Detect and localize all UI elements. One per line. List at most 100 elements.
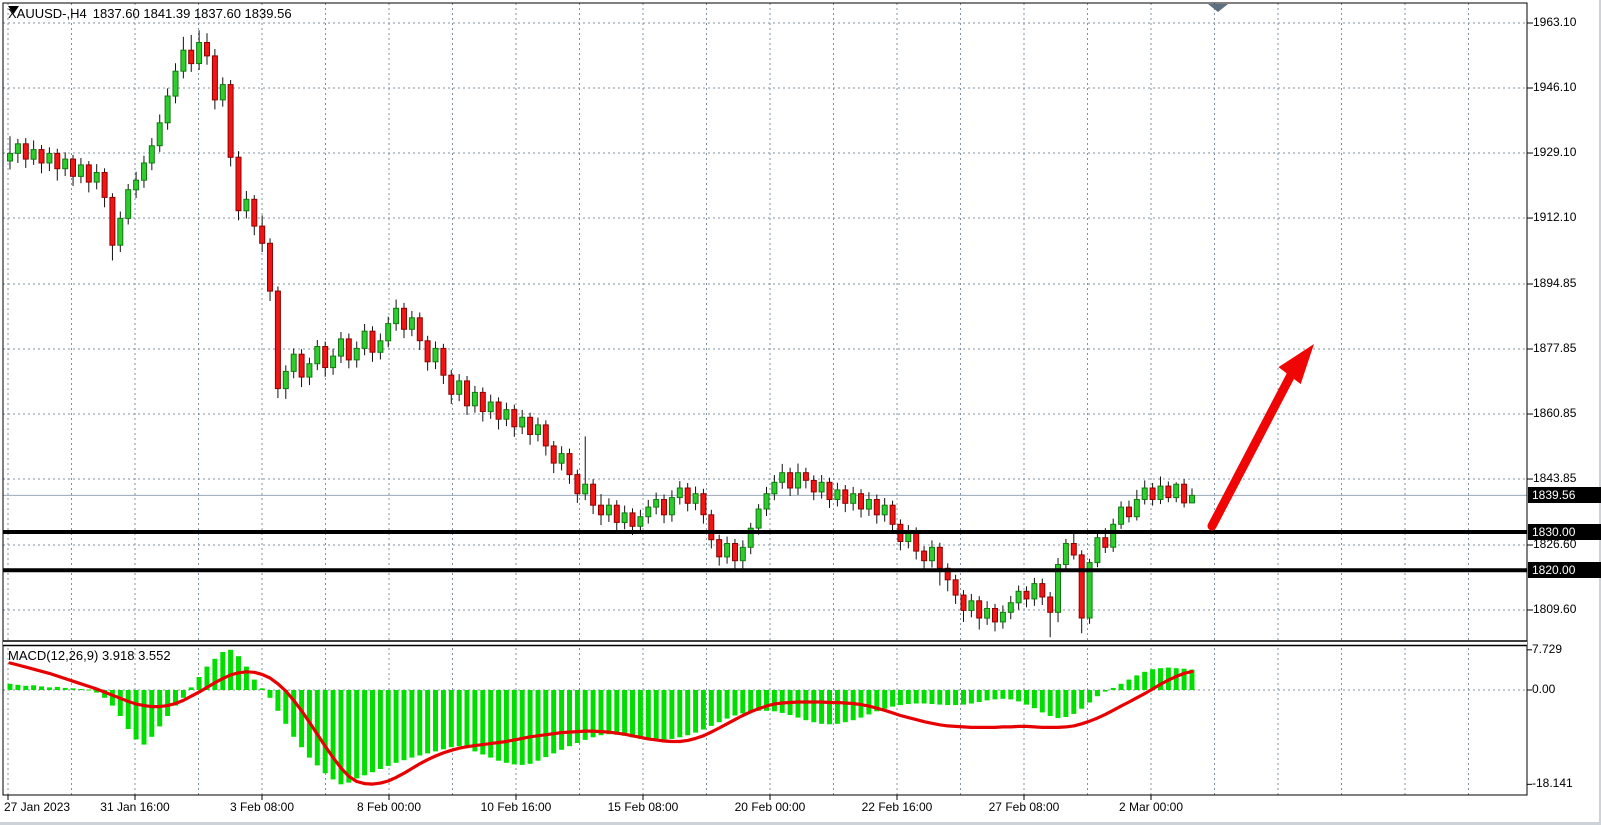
candle-bullish <box>338 338 344 357</box>
candle-bearish <box>1070 543 1077 556</box>
candle-bearish <box>842 489 849 504</box>
candle-bullish <box>1086 562 1093 619</box>
macd-histogram-bar <box>937 690 943 705</box>
candle-bearish <box>211 55 218 101</box>
macd-histogram-bar <box>354 690 360 779</box>
macd-histogram-bar <box>535 690 541 761</box>
macd-histogram-group <box>7 649 1195 785</box>
macd-histogram-bar <box>1134 675 1140 690</box>
candle-bullish <box>1094 537 1101 564</box>
candle-bearish <box>1023 590 1030 600</box>
macd-histogram-bar <box>1031 690 1037 709</box>
candle-bullish <box>196 42 203 64</box>
price-axis-label: 1912.10 <box>1533 210 1577 225</box>
candle-bearish <box>369 330 376 353</box>
symbol-period-label: XAUUSD-,H4 <box>8 6 87 21</box>
macd-histogram-bar <box>795 690 801 718</box>
candle-bearish <box>873 499 880 516</box>
macd-axis-label: 0.00 <box>1532 682 1556 696</box>
macd-histogram-bar <box>480 690 486 755</box>
macd-histogram-bar <box>291 690 297 737</box>
level-price-tag: 1830.00 <box>1528 523 1601 540</box>
macd-histogram-bar <box>1047 690 1053 716</box>
trend-arrow-shaft[interactable] <box>1207 368 1297 531</box>
macd-histogram-bar <box>582 690 588 740</box>
macd-histogram-bar <box>456 690 462 747</box>
macd-histogram-bar <box>243 666 249 690</box>
macd-histogram-bar <box>819 690 825 724</box>
candle-bearish <box>259 225 266 244</box>
macd-axis-label: -18.141 <box>1532 776 1573 791</box>
candle-bearish <box>227 84 234 158</box>
macd-histogram-bar <box>409 690 415 758</box>
candle-bearish <box>913 531 920 552</box>
candle-bullish <box>779 472 786 483</box>
macd-histogram-bar <box>133 690 139 740</box>
candle-bullish <box>519 416 526 428</box>
macd-histogram-bar <box>417 690 423 756</box>
trend-arrow-head[interactable] <box>1278 344 1315 385</box>
macd-histogram-bar <box>700 690 706 730</box>
candle-bullish <box>558 453 565 464</box>
macd-histogram-bar <box>299 690 305 748</box>
macd-histogram-bar <box>314 690 320 766</box>
macd-histogram-bar <box>756 690 762 711</box>
candle-bullish <box>881 504 888 516</box>
macd-histogram-bar <box>157 690 163 727</box>
candle-bearish <box>826 481 833 500</box>
candle-bearish <box>590 483 597 506</box>
candle-bullish <box>968 600 975 611</box>
candle-bearish <box>1165 485 1172 499</box>
candle-bearish <box>732 543 738 562</box>
candle-bullish <box>1055 564 1061 613</box>
macd-histogram-bar <box>708 690 714 726</box>
candle-bullish <box>290 353 297 372</box>
symbol-dropdown-icon[interactable] <box>8 6 19 14</box>
candle-bullish <box>763 493 770 510</box>
time-axis-label: 10 Feb 16:00 <box>480 800 552 814</box>
candle-bullish <box>361 330 368 349</box>
macd-histogram-bar <box>188 687 194 690</box>
macd-histogram-bar <box>165 690 171 716</box>
macd-histogram-bar <box>905 690 911 704</box>
macd-histogram-bar <box>275 690 281 711</box>
time-axis-label: 31 Jan 16:00 <box>100 800 170 814</box>
macd-histogram-bar <box>661 690 667 740</box>
macd-histogram-bar <box>488 690 494 758</box>
candle-bullish <box>818 481 825 493</box>
macd-histogram-bar <box>866 690 872 715</box>
macd-histogram-bar <box>921 690 927 704</box>
macd-histogram-bar <box>251 679 257 690</box>
macd-histogram-bar <box>716 690 722 723</box>
chart-shift-marker-icon[interactable] <box>1208 4 1228 12</box>
candle-bullish <box>1173 483 1180 499</box>
candle-bullish <box>850 493 857 504</box>
candle-bullish <box>755 508 762 529</box>
macd-axis-label: 7.729 <box>1532 641 1563 656</box>
candle-bearish <box>464 380 470 407</box>
price-axis-label: 1929.10 <box>1533 145 1577 160</box>
candle-bullish <box>1118 506 1125 525</box>
macd-histogram-bar <box>362 690 368 776</box>
time-axis-label: 15 Feb 08:00 <box>607 800 679 814</box>
candle-bullish <box>747 527 754 548</box>
candle-bearish <box>101 172 108 198</box>
candle-bullish <box>1133 499 1140 518</box>
candle-bullish <box>353 347 360 361</box>
macd-histogram-bar <box>945 690 951 706</box>
macd-histogram-bar <box>15 684 21 690</box>
candle-bearish <box>204 42 210 57</box>
candle-bullish <box>621 512 628 524</box>
candle-bearish <box>54 152 61 170</box>
candle-bearish <box>566 453 573 476</box>
macd-histogram-bar <box>598 690 604 736</box>
macd-histogram-bar <box>842 690 848 723</box>
macd-histogram-bar <box>1016 690 1022 702</box>
bid-price-tag: 1839.56 <box>1528 487 1601 504</box>
macd-histogram-bar <box>953 690 959 706</box>
candles-group <box>7 30 1195 638</box>
candle-bullish <box>865 499 872 510</box>
macd-histogram-bar <box>1071 690 1077 714</box>
macd-histogram-bar <box>724 690 730 719</box>
